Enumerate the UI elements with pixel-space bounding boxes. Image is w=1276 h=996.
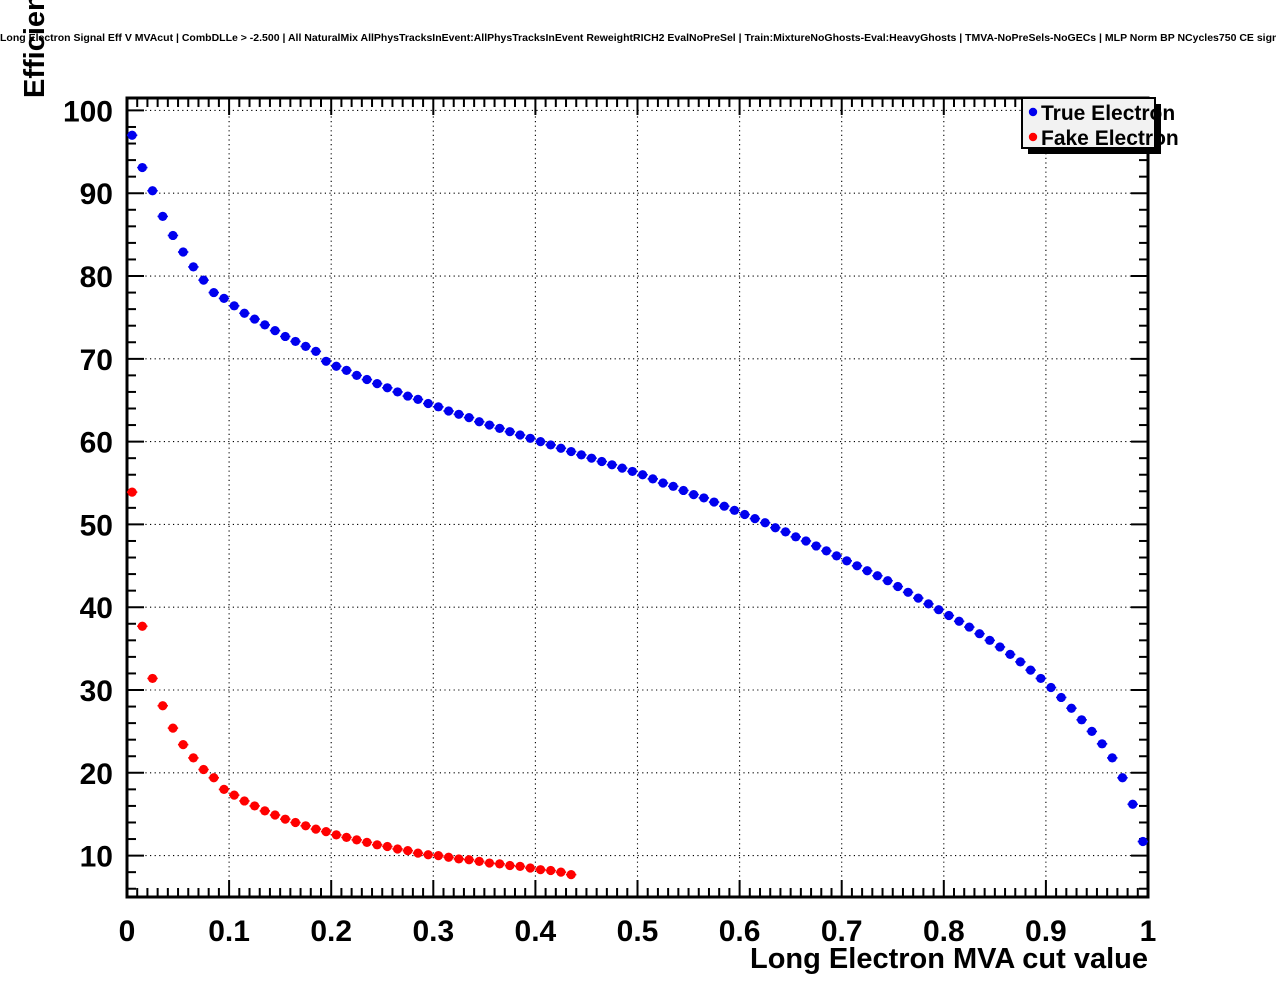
y-tick-label: 30 — [80, 675, 113, 708]
page-title: Long Electron Signal Eff V MVAcut | Comb… — [0, 32, 1276, 44]
x-tick-label: 0.2 — [310, 915, 352, 948]
y-tick-label: 70 — [80, 344, 113, 377]
x-tick-label: 0.3 — [412, 915, 454, 948]
y-tick-label: 60 — [80, 427, 113, 460]
series-fake-electron — [126, 487, 577, 880]
x-tick-label: 0.9 — [1025, 915, 1067, 948]
grid-lines — [127, 98, 1148, 897]
y-tick-label: 20 — [80, 758, 113, 791]
x-tick-label: 0.7 — [821, 915, 863, 948]
data-series-layer — [126, 130, 1149, 880]
legend-label: True Electron — [1041, 102, 1175, 125]
y-tick-label: 90 — [80, 178, 113, 211]
y-axis-title: Efficiency / % — [19, 0, 51, 98]
y-tick-label: 80 — [80, 261, 113, 294]
legend-label: Fake Electron — [1041, 127, 1179, 150]
y-tick-label: 50 — [80, 509, 113, 542]
x-tick-label: 0.8 — [923, 915, 965, 948]
x-tick-label: 1 — [1140, 915, 1157, 948]
y-tick-label: 40 — [80, 592, 113, 625]
legend-marker — [1028, 107, 1038, 117]
x-tick-label: 0 — [119, 915, 136, 948]
y-tick-label: 10 — [80, 841, 113, 874]
x-tick-label: 0.5 — [617, 915, 659, 948]
series-true-electron — [126, 130, 1149, 847]
legend-marker — [1028, 132, 1038, 142]
axis-tick-labels: 0 0.1 0.2 0.3 0.4 0.5 0.6 0.7 0.8 0.9 1 10 20 30 40 50 6… — [63, 95, 1156, 948]
x-tick-label: 0.4 — [515, 915, 557, 948]
x-tick-label: 0.1 — [208, 915, 250, 948]
x-axis-title: Long Electron MVA cut value — [750, 943, 1148, 975]
x-tick-label: 0.6 — [719, 915, 761, 948]
plot-frame — [125, 96, 1150, 899]
y-tick-label: 100 — [63, 95, 113, 128]
